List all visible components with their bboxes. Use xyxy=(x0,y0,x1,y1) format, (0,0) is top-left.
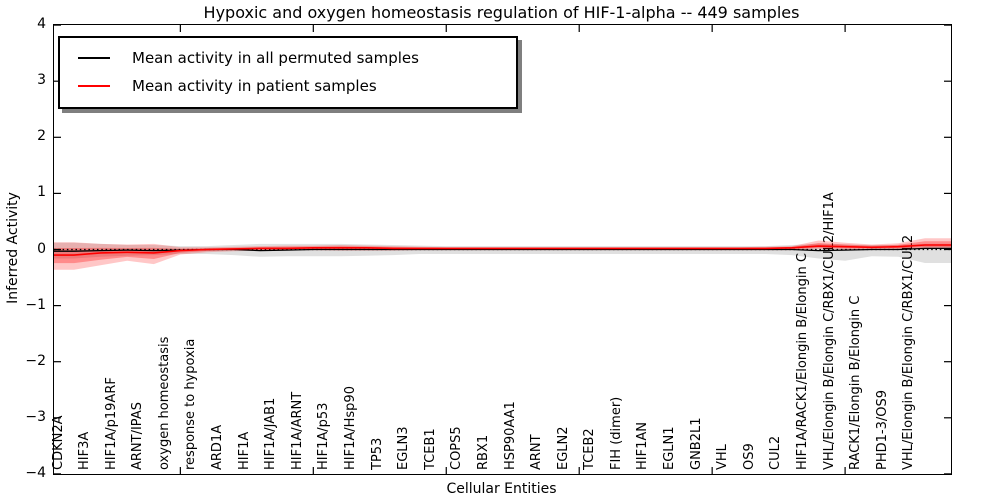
legend-item: Mean activity in patient samples xyxy=(60,72,516,100)
plot-frame xyxy=(53,24,952,475)
y-tick-label: 0 xyxy=(37,240,46,257)
y-tick-label: −3 xyxy=(25,408,46,425)
patient-mean-line xyxy=(54,244,951,256)
legend-item: Mean activity in all permuted samples xyxy=(60,44,516,72)
legend-line-sample-icon xyxy=(78,57,110,59)
legend-line-sample-icon xyxy=(78,85,110,87)
legend-item-label: Mean activity in patient samples xyxy=(132,77,377,95)
x-axis-label: Cellular Entities xyxy=(446,481,557,497)
y-tick-label: 4 xyxy=(37,16,46,33)
plot-area xyxy=(54,25,951,474)
y-tick-label: −2 xyxy=(25,352,46,369)
legend: Mean activity in all permuted samples Mea… xyxy=(58,36,518,109)
legend-item-label: Mean activity in all permuted samples xyxy=(132,49,419,67)
y-tick-label: 2 xyxy=(37,128,46,145)
patient-range-band-outer xyxy=(54,238,951,270)
y-tick-label: −4 xyxy=(25,464,46,481)
y-tick-label: 1 xyxy=(37,184,46,201)
y-tick-label: 3 xyxy=(37,72,46,89)
y-tick-label: −1 xyxy=(25,296,46,313)
chart-title: Hypoxic and oxygen homeostasis regulatio… xyxy=(203,3,800,22)
